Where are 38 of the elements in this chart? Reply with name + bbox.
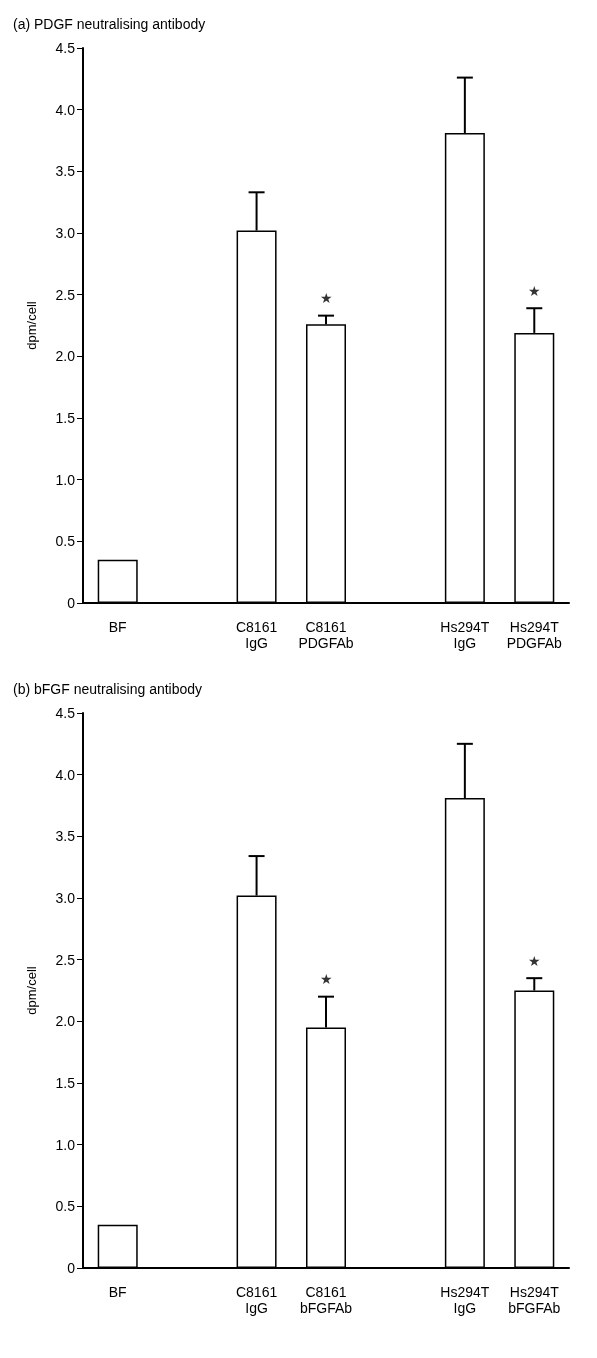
y-tick-label: 2.5 xyxy=(55,286,76,303)
x-tick-label: C8161 PDGFAb xyxy=(298,619,354,651)
annotation: ★ xyxy=(319,290,333,307)
y-tick-label: 4.0 xyxy=(55,101,76,118)
y-tick-label: 4.5 xyxy=(55,705,76,721)
y-tick-label: 4.0 xyxy=(55,766,76,783)
annotation: ★ xyxy=(527,952,541,969)
y-tick-label: 3.5 xyxy=(55,828,76,845)
y-tick-label: 3.0 xyxy=(55,225,76,241)
x-tick-label: C8161 bFGFAb xyxy=(299,1284,353,1316)
y-axis-title: dpm/cell xyxy=(24,966,39,1015)
annotation: ★ xyxy=(527,282,541,299)
y-tick-label: 2.5 xyxy=(55,951,76,968)
y-tick-label: 2.0 xyxy=(55,1013,76,1030)
y-tick-label: 0 xyxy=(67,1260,76,1276)
x-tick-label: Hs294T IgG xyxy=(440,1284,490,1316)
x-tick-label: C8161 IgG xyxy=(235,619,278,651)
x-tick-label: Hs294T IgG xyxy=(440,619,490,651)
chart-title: (b) bFGF neutralising antibody xyxy=(13,681,203,697)
x-tick-label: BF xyxy=(108,1284,127,1300)
y-tick-label: 1.5 xyxy=(55,1075,76,1091)
x-tick-label: Hs294T bFGFAb xyxy=(508,1284,561,1316)
x-tick-label: Hs294T PDGFAb xyxy=(506,619,563,651)
y-tick-label: 3.0 xyxy=(55,890,76,906)
y-tick-label: 3.5 xyxy=(55,163,76,180)
y-tick-label: 1.0 xyxy=(55,471,76,488)
x-tick-label: BF xyxy=(108,619,127,635)
annotation: ★ xyxy=(319,971,333,988)
y-axis-title: dpm/cell xyxy=(24,301,39,350)
y-tick-label: 0 xyxy=(67,595,76,611)
y-tick-label: 0.5 xyxy=(55,1198,76,1215)
chart-title: (a) PDGF neutralising antibody xyxy=(13,16,206,32)
y-tick-label: 1.0 xyxy=(55,1136,76,1153)
y-tick-label: 0.5 xyxy=(55,533,76,550)
y-tick-label: 2.0 xyxy=(55,348,76,365)
y-tick-label: 1.5 xyxy=(55,410,76,426)
y-tick-label: 4.5 xyxy=(55,40,76,56)
x-tick-label: C8161 IgG xyxy=(235,1284,278,1316)
